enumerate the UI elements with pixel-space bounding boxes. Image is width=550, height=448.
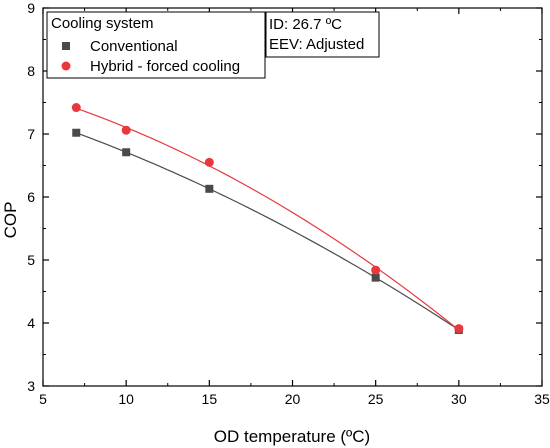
data-point-series-1 bbox=[204, 157, 214, 167]
x-tick-label: 15 bbox=[202, 391, 218, 407]
legend-marker-circle bbox=[61, 61, 71, 71]
x-tick-label: 35 bbox=[534, 391, 550, 407]
x-axis-title: OD temperature (ºC) bbox=[214, 427, 370, 446]
annotation-text: EEV: Adjusted bbox=[269, 36, 364, 53]
data-point-series-1 bbox=[121, 125, 131, 135]
data-point-series-0 bbox=[205, 184, 214, 193]
y-tick-label: 3 bbox=[27, 378, 35, 394]
y-tick-label: 7 bbox=[27, 126, 35, 142]
annotation-frame bbox=[265, 11, 380, 58]
legend-label: Hybrid - forced cooling bbox=[90, 58, 240, 75]
x-tick-label: 30 bbox=[451, 391, 467, 407]
legend-label: Conventional bbox=[90, 38, 178, 55]
x-tick-label: 25 bbox=[368, 391, 384, 407]
annotation-box: ID: 26.7 ºC EEV: Adjusted bbox=[265, 11, 380, 58]
annotation-text: ID: 26.7 ºC bbox=[269, 16, 342, 33]
fit-curve-series-0 bbox=[76, 132, 460, 331]
legend: Cooling system Conventional Hybrid - force… bbox=[46, 11, 266, 79]
data-points bbox=[71, 103, 464, 334]
y-tick-label: 6 bbox=[27, 189, 35, 205]
axes: 5 10 15 20 25 30 35 3 4 5 6 7 8 9 bbox=[27, 0, 550, 407]
data-point-series-0 bbox=[122, 148, 131, 157]
fit-curve-series-1 bbox=[76, 107, 460, 331]
data-point-series-1 bbox=[454, 324, 464, 334]
y-axis-title: COP bbox=[1, 202, 20, 239]
y-tick-label: 9 bbox=[27, 0, 35, 16]
data-point-series-0 bbox=[371, 273, 380, 282]
fit-curves bbox=[76, 107, 460, 331]
data-point-series-1 bbox=[71, 103, 81, 113]
legend-title: Cooling system bbox=[51, 15, 154, 32]
y-tick-label: 4 bbox=[27, 315, 35, 331]
x-tick-label: 20 bbox=[285, 391, 301, 407]
x-tick-label: 10 bbox=[118, 391, 134, 407]
x-tick-label: 5 bbox=[39, 391, 47, 407]
y-tick-label: 8 bbox=[27, 63, 35, 79]
legend-marker-square bbox=[62, 42, 70, 50]
data-point-series-1 bbox=[371, 265, 381, 275]
data-point-series-0 bbox=[72, 128, 81, 137]
y-tick-label: 5 bbox=[27, 252, 35, 268]
legend-frame bbox=[46, 11, 266, 79]
